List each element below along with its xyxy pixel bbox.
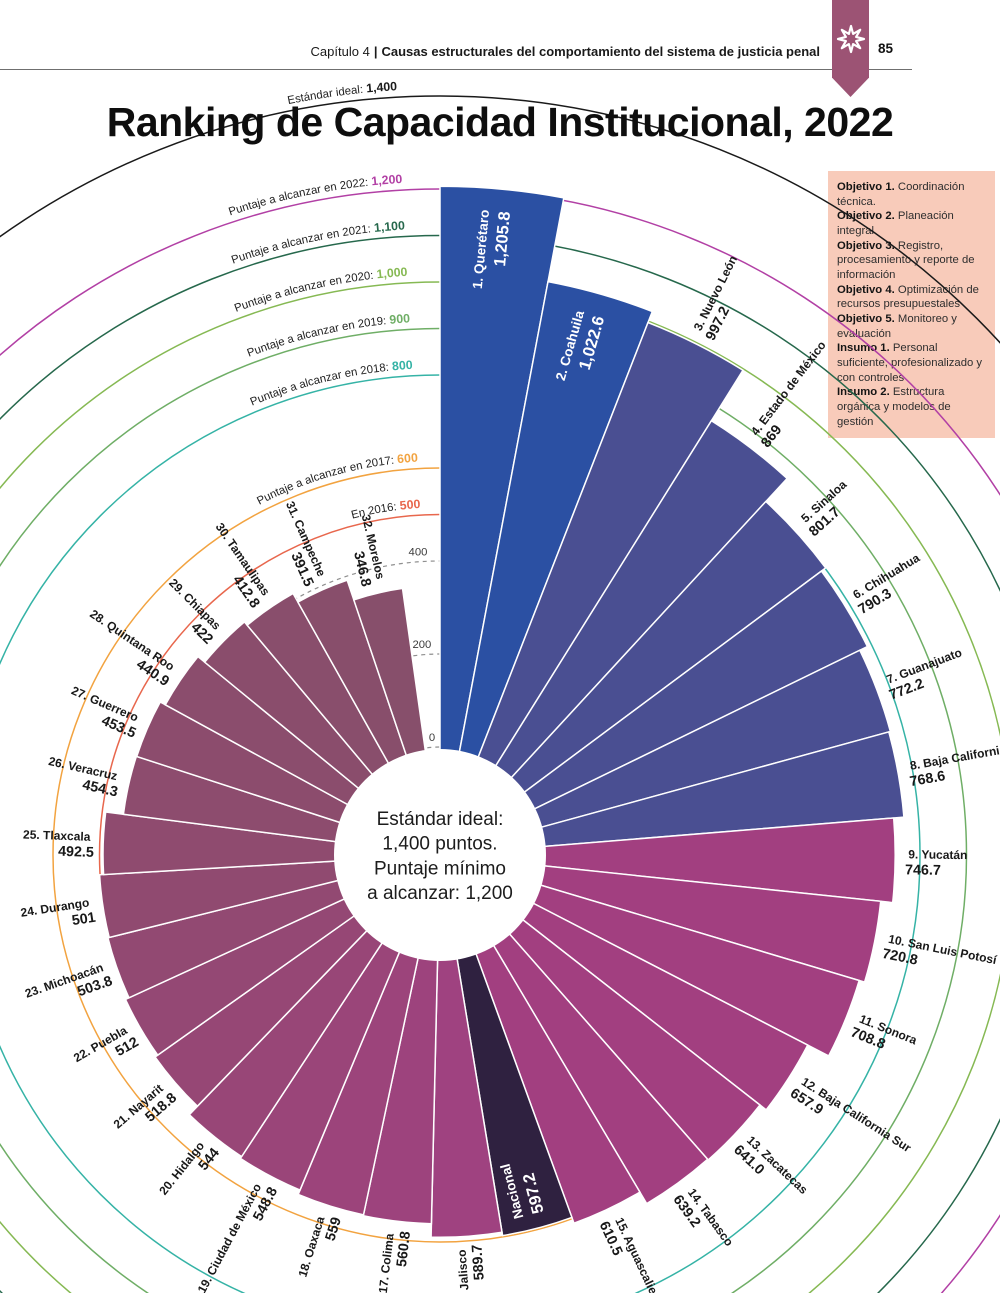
- legend-item-objetivo-2: Objetivo 2. Planeación integral.: [837, 210, 954, 238]
- legend-item-objetivo-3: Objetivo 3. Registro, procesamiento y re…: [837, 239, 975, 282]
- center-circle: [334, 749, 546, 961]
- bar-label-queretaro: 1. Querétaro1,205.8: [470, 209, 514, 292]
- legend-item-objetivo-1: Objetivo 1. Coordinación técnica.: [837, 181, 965, 208]
- center-label-line-3: Puntaje mínimo: [374, 858, 506, 879]
- bar-label-nuevo-leon: 3. Nuevo León997.2: [689, 253, 755, 343]
- bar-label-zacatecas: 13. Zacatecas641.0: [730, 1131, 810, 1209]
- ring-1400: [0, 95, 1000, 345]
- ring-label-1000: Puntaje a alcanzar en 2020: 1,000: [233, 265, 408, 315]
- legend-box: Objetivo 1. Coordinación técnica. Objetiv…: [828, 171, 995, 439]
- ring-label-800: Puntaje a alcanzar en 2018: 800: [249, 358, 414, 409]
- bar-label-michoacan: 23. Michoacán503.8: [23, 959, 114, 1017]
- center-label-line-2: 1,400 puntos.: [382, 834, 497, 855]
- legend-item-insumo-1: Insumo 1. Personal suficiente, profesion…: [837, 342, 983, 384]
- bar-label-sonora: 11. Sonora708.8: [848, 1011, 919, 1064]
- bar-label-tabasco: 14. Tabasco639.2: [669, 1183, 736, 1259]
- bar-label-jalisco: 16. Jalisco589.7: [454, 1244, 489, 1293]
- bar-label-hidalgo: 20. Hidalgo544: [156, 1136, 223, 1208]
- bar-label-yucatan: 9. Yucatán746.7: [905, 847, 968, 879]
- bar-label-guanajuato: 7. Guanajuato772.2: [882, 645, 970, 703]
- bar-label-veracruz: 26. Veracruz454.3: [43, 754, 122, 801]
- center-label-line-1: Estándar ideal:: [377, 809, 504, 830]
- legend-item-objetivo-4: Objetivo 4. Optimización de recursos pre…: [837, 283, 979, 311]
- bar-label-guerrero: 27. Guerrero453.5: [63, 683, 145, 741]
- page-title: Ranking de Capacidad Institucional, 2022: [106, 99, 894, 145]
- grid-label-200: 200: [412, 639, 431, 651]
- grid-label-400: 400: [409, 546, 428, 558]
- bar-label-sinaloa: 5. Sinaloa801.7: [796, 477, 861, 540]
- ring-label-900: Puntaje a alcanzar en 2019: 900: [246, 311, 411, 359]
- bar-label-chihuahua: 6. Chihuahua790.3: [848, 551, 931, 618]
- bar-label-quintana-roo: 28. Quintana Roo440.9: [78, 607, 181, 690]
- bar-label-oaxaca: 18. Oaxaca559: [295, 1211, 344, 1284]
- bar-label-morelos: 32. Morelos346.8: [342, 513, 388, 588]
- ring-label-1200: Puntaje a alcanzar en 2022: 1,200: [227, 172, 403, 218]
- bar-label-chiapas: 29. Chiapas422: [154, 576, 226, 648]
- bar-label-campeche: 31. Campeche391.5: [267, 499, 330, 589]
- ring-label-1100: Puntaje a alcanzar en 2021: 1,100: [230, 218, 405, 266]
- grid-label-0: 0: [429, 732, 435, 744]
- bar-label-ciudad-de-mexico: 19. Ciudad de México548.8: [195, 1178, 282, 1293]
- bar-label-tamaulipas: 30. Tamaulipas412.8: [199, 520, 275, 611]
- bar-label-colima: 17. Colima560.8: [376, 1229, 414, 1293]
- bar-label-san-luis-potosi: 10. San Luis Potosí720.8: [881, 931, 999, 984]
- ring-label-600: Puntaje a alcanzar en 2017: 600: [255, 451, 418, 508]
- bar-label-tlaxcala: 25. Tlaxcala492.5: [22, 827, 94, 860]
- bar-label-nayarit: 21. Nayarit518.8: [111, 1079, 180, 1145]
- center-label-line-4: a alcanzar: 1,200: [367, 883, 513, 904]
- bar-label-baja-california: 8. Baja California768.6: [906, 742, 1000, 790]
